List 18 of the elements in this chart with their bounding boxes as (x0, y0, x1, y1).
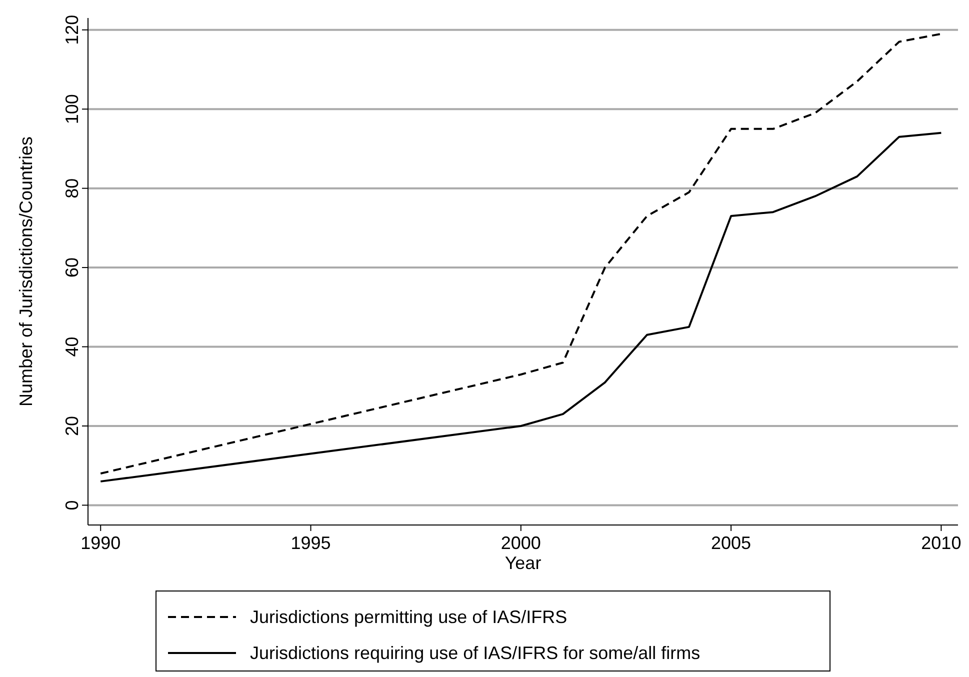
y-tick-label: 80 (62, 178, 82, 198)
legend-label: Jurisdictions permitting use of IAS/IFRS (250, 607, 568, 627)
legend-label: Jurisdictions requiring use of IAS/IFRS for some/all firms (250, 643, 700, 663)
y-tick-label: 100 (62, 94, 82, 124)
x-tick-label: 2000 (500, 533, 541, 553)
line-series (100, 32, 942, 475)
x-tick-label: 2010 (921, 533, 962, 553)
y-tick-label: 0 (62, 500, 82, 510)
y-tick-label: 60 (62, 258, 82, 278)
x-tick-label: 1990 (80, 533, 121, 553)
x-tick-label: 2005 (711, 533, 752, 553)
y-tick-label: 40 (62, 336, 82, 357)
x-tick-label: 1995 (290, 533, 331, 553)
y-tick-label: 120 (62, 14, 82, 45)
x-axis-title: Year (504, 553, 542, 573)
y-axis-title: Number of Jurisdictions/Countries (16, 136, 36, 407)
line-series (100, 132, 942, 482)
y-tick-label: 20 (62, 416, 82, 436)
